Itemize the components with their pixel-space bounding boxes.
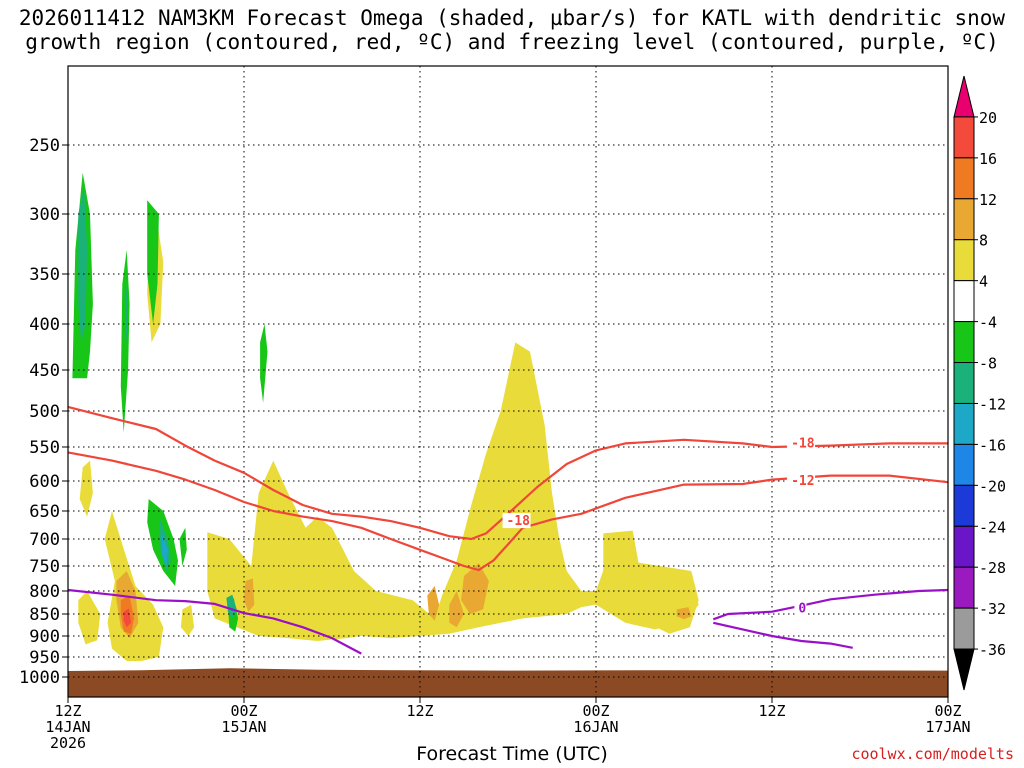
- contour-label-2: -18: [507, 514, 531, 529]
- contour-label-1: -12: [791, 474, 814, 489]
- colorbar-label-2: 12: [979, 191, 997, 209]
- colorbar-swatch-5: [953, 280, 975, 323]
- colorbar-label-3: 8: [979, 232, 988, 250]
- xtick-label-0-2: 2026: [50, 734, 86, 752]
- colorbar-swatch-2: [953, 157, 975, 200]
- contour-dgz_-18: [67, 405, 948, 541]
- contour-label-bg-1: [787, 473, 816, 488]
- colorbar-bottom-arrow: [953, 648, 975, 691]
- colorbar-top-arrow: [953, 75, 975, 118]
- colorbar-label-10: -24: [979, 518, 1006, 536]
- omega-orange-e: [449, 591, 464, 628]
- omega-yellow-left: [79, 460, 93, 517]
- xtick-label-12-1: 15JAN: [221, 718, 266, 736]
- omega-yellow-main: [207, 342, 699, 641]
- colorbar-label-1: 16: [979, 150, 997, 168]
- colorbar-swatch-8: [953, 402, 975, 445]
- xtick-label-48-0: 12Z: [758, 702, 785, 720]
- xtick-label-60-0: 00Z: [934, 702, 961, 720]
- xtick-label-0-0: 12Z: [54, 702, 81, 720]
- xtick-label-36-1: 16JAN: [573, 718, 618, 736]
- colorbar-swatch-7: [953, 362, 975, 404]
- ytick-label-1000: 1000: [19, 668, 60, 688]
- colorbar-swatch-13: [953, 607, 975, 650]
- colorbar-label-6: -8: [979, 355, 997, 373]
- ytick-label-500: 500: [29, 402, 60, 422]
- xtick-label-36-0: 00Z: [582, 702, 609, 720]
- ytick-label-450: 450: [29, 361, 60, 381]
- omega-green-e: [179, 527, 187, 566]
- omega-green-c: [147, 200, 159, 324]
- colorbar-swatch-10: [953, 484, 975, 527]
- ytick-label-850: 850: [29, 605, 60, 625]
- colorbar-label-0: 20: [979, 109, 997, 127]
- x-axis-title: Forecast Time (UTC): [416, 743, 608, 765]
- contour-label-0: -18: [791, 436, 815, 451]
- ytick-label-650: 650: [29, 502, 60, 522]
- ytick-label-750: 750: [29, 557, 60, 577]
- omega-teal-a: [78, 186, 88, 343]
- omega-yellow-lowleft: [78, 591, 101, 645]
- colorbar-swatch-9: [953, 443, 975, 486]
- colorbar-swatch-4: [953, 239, 975, 282]
- colorbar-swatch-11: [953, 525, 975, 568]
- colorbar-swatch-3: [953, 198, 975, 241]
- xtick-label-12-0: 00Z: [230, 702, 257, 720]
- ytick-label-800: 800: [29, 582, 60, 602]
- omega-orange-f: [427, 586, 440, 621]
- chart-title-line2: growth region (contoured, red, ºC) and f…: [25, 30, 999, 54]
- ytick-label-600: 600: [29, 472, 60, 492]
- omega-teal-f: [226, 594, 237, 619]
- terrain-ground: [68, 668, 948, 697]
- colorbar-label-7: -12: [979, 395, 1006, 413]
- colorbar-label-4: 4: [979, 273, 988, 291]
- ytick-label-550: 550: [29, 438, 60, 458]
- ytick-label-700: 700: [29, 530, 60, 550]
- xtick-label-60-1: 17JAN: [925, 718, 970, 736]
- contour-dgz_-12: [67, 451, 949, 572]
- plot-frame: [67, 65, 949, 698]
- ytick-label-950: 950: [29, 648, 60, 668]
- contour-label-bg-0: [787, 435, 816, 451]
- omega-orange-d: [461, 563, 489, 614]
- ytick-label-250: 250: [29, 136, 60, 156]
- omega-yellow-small: [180, 604, 195, 636]
- contour-freezing_0: [67, 588, 362, 655]
- colorbar-swatch-1: [953, 116, 975, 159]
- contour-freezing_0_lower: [713, 621, 853, 649]
- colorbar-label-9: -20: [979, 477, 1006, 495]
- xtick-label-0-1: 14JAN: [45, 718, 90, 736]
- contour-label-bg-3: [794, 600, 807, 616]
- omega-orange-g: [676, 607, 692, 620]
- omega-yellow-core: [104, 511, 164, 661]
- colorbar-label-13: -36: [979, 641, 1006, 659]
- colorbar-label-8: -16: [979, 436, 1006, 454]
- xtick-label-24-0: 12Z: [406, 702, 433, 720]
- contour-freezing_0_east: [712, 588, 949, 621]
- ytick-label-350: 350: [29, 265, 60, 285]
- contour-label-bg-2: [502, 513, 531, 529]
- omega-green-g: [260, 324, 268, 403]
- ytick-label-400: 400: [29, 315, 60, 335]
- omega-cyan-d: [161, 533, 168, 566]
- colorbar-swatch-12: [953, 566, 975, 609]
- chart-title-line1: 2026011412 NAM3KM Forecast Omega (shaded…: [18, 6, 1006, 30]
- omega-teal-b: [125, 284, 129, 352]
- colorbar-label-5: -4: [979, 314, 997, 332]
- colorbar-label-11: -28: [979, 559, 1006, 577]
- colorbar-label-12: -32: [979, 600, 1006, 618]
- credit-link[interactable]: coolwx.com/modelts: [851, 745, 1014, 763]
- ytick-label-900: 900: [29, 627, 60, 647]
- omega-red-core: [123, 608, 132, 628]
- contour-label-3: 0: [798, 601, 806, 616]
- ytick-label-300: 300: [29, 205, 60, 225]
- colorbar-swatch-6: [953, 321, 975, 364]
- omega-orange-c: [244, 578, 255, 612]
